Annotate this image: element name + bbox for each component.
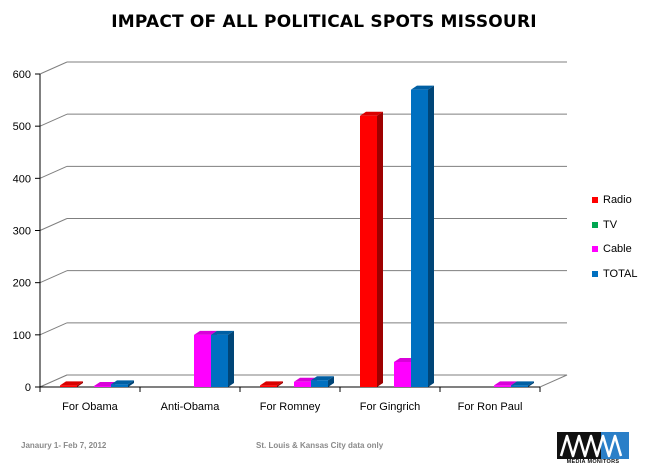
- bar-top: [511, 381, 534, 386]
- bar-total: [111, 380, 134, 387]
- bar-top: [411, 85, 434, 90]
- gridline-depth: [39, 113, 68, 127]
- gridline-depth: [39, 218, 68, 231]
- bar-total: [211, 330, 234, 387]
- bar-radio: [260, 381, 283, 387]
- bar-side: [328, 376, 334, 387]
- bar-side: [228, 330, 234, 387]
- bar-front: [360, 115, 377, 387]
- bar-side: [77, 381, 83, 387]
- gridline-depth: [39, 61, 68, 75]
- bar-front: [494, 385, 511, 387]
- legend-item: TV: [592, 213, 648, 238]
- bar-top: [311, 376, 334, 381]
- bar-front: [511, 385, 528, 387]
- bar-front: [260, 385, 277, 387]
- bar-front: [311, 380, 328, 387]
- legend-swatch: [592, 197, 598, 204]
- legend-label: TV: [603, 218, 618, 231]
- bar-front: [411, 89, 428, 388]
- logo-text: MEDIA MONITORS: [566, 459, 620, 465]
- bar-front: [111, 384, 128, 387]
- bar-side: [528, 381, 534, 387]
- bar-radio: [360, 111, 383, 387]
- media-monitors-logo: MEDIA MONITORS: [557, 432, 629, 466]
- y-tick-label: 500: [13, 121, 31, 133]
- bar-top: [211, 330, 234, 335]
- footer-note: St. Louis & Kansas City data only: [256, 441, 384, 450]
- bar-top: [260, 381, 283, 386]
- legend-swatch: [592, 246, 598, 253]
- x-tick-label: For Ron Paul: [458, 401, 523, 413]
- logo-mark-icon: [557, 432, 629, 459]
- bar-radio: [60, 381, 83, 387]
- bar-side: [277, 381, 283, 387]
- gridline-depth: [39, 165, 68, 179]
- x-tick-label: For Gingrich: [360, 401, 421, 413]
- bar-front: [394, 361, 411, 387]
- bar-front: [60, 385, 77, 387]
- legend-label: TOTAL: [603, 267, 638, 280]
- bar-top: [111, 380, 134, 385]
- x-tick-label: Anti-Obama: [161, 401, 221, 413]
- legend-item: TOTAL: [592, 262, 648, 287]
- legend-item: Cable: [592, 237, 648, 262]
- bar-side: [428, 85, 434, 388]
- chart-title: IMPACT OF ALL POLITICAL SPOTS MISSOURI: [111, 12, 537, 32]
- legend-swatch: [592, 270, 598, 277]
- bar-total: [311, 376, 334, 387]
- bar-side: [377, 111, 383, 387]
- bar-top: [494, 381, 517, 386]
- legend-swatch: [592, 221, 598, 228]
- bar-front: [211, 334, 228, 387]
- y-tick-label: 300: [13, 226, 31, 238]
- footer-date-range: Janaury 1- Feb 7, 2012: [21, 441, 107, 450]
- legend-label: Cable: [603, 243, 632, 256]
- bar-total: [411, 85, 434, 388]
- y-tick-label: 400: [13, 173, 31, 185]
- y-tick-label: 200: [13, 278, 31, 290]
- gridline-depth: [39, 270, 68, 284]
- legend-label: Radio: [603, 194, 632, 207]
- y-tick-label: 0: [25, 382, 31, 394]
- bar-total: [511, 381, 534, 387]
- chart-legend: Radio TV Cable TOTAL: [592, 188, 648, 286]
- bar-top: [60, 381, 83, 386]
- bar-front: [94, 385, 111, 387]
- bar-front: [294, 381, 311, 387]
- x-tick-label: For Romney: [260, 401, 321, 413]
- legend-item: Radio: [592, 188, 648, 213]
- x-tick-label: For Obama: [62, 401, 119, 413]
- bar-front: [194, 334, 211, 387]
- bar-top: [194, 330, 217, 335]
- bar-side: [128, 380, 134, 387]
- y-tick-label: 100: [13, 330, 31, 342]
- bar-top: [360, 111, 383, 116]
- y-tick-label: 600: [13, 69, 31, 81]
- gridline-depth: [39, 322, 68, 336]
